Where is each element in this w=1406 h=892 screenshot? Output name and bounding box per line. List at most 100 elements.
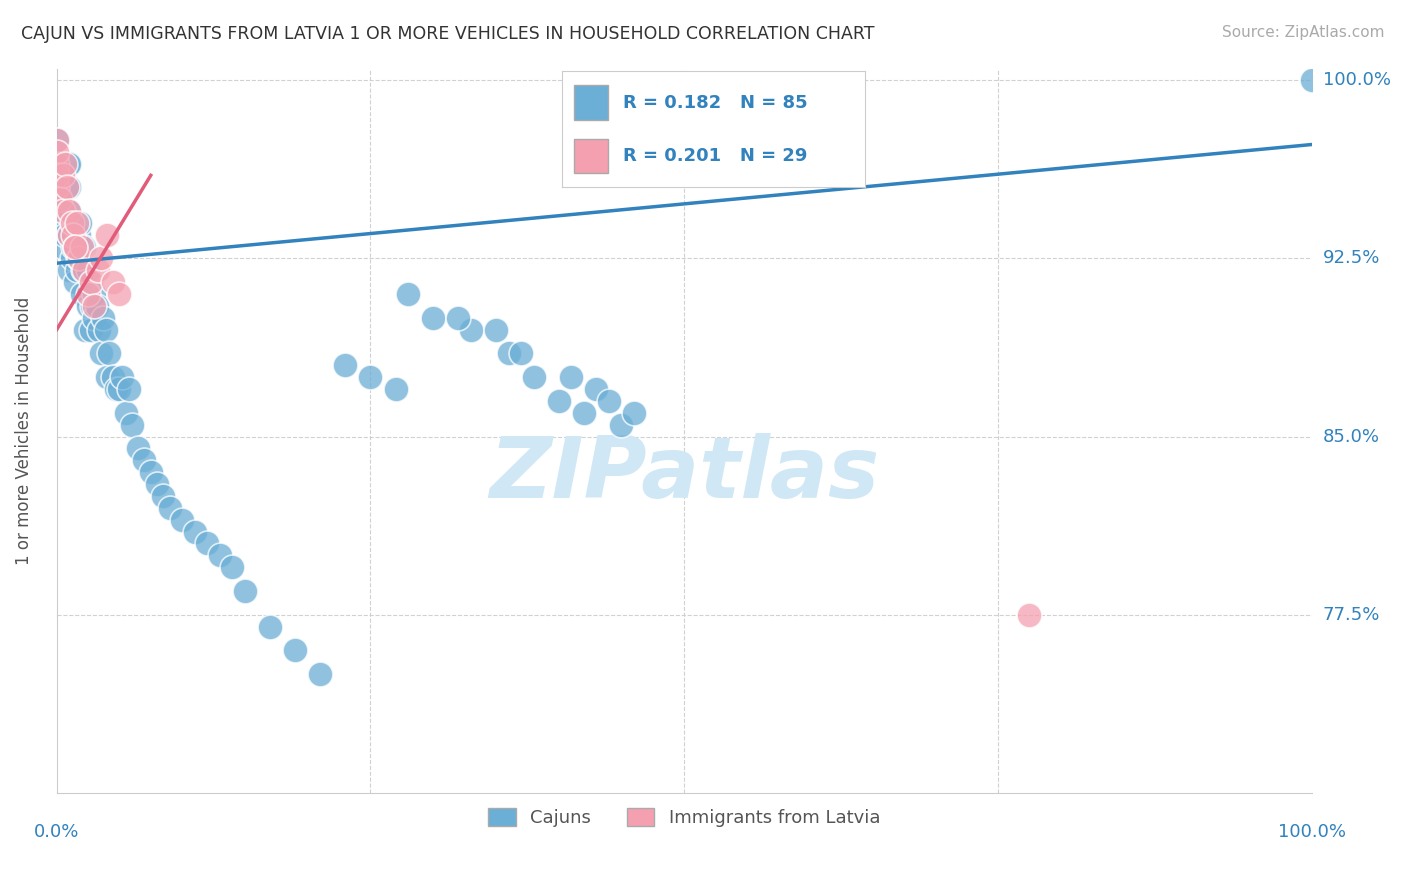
Point bbox=[89, 323, 111, 337]
Point bbox=[1018, 607, 1040, 622]
Legend: Cajuns, Immigrants from Latvia: Cajuns, Immigrants from Latvia bbox=[481, 801, 887, 834]
Text: 100.0%: 100.0% bbox=[1278, 823, 1346, 841]
Point bbox=[598, 394, 620, 409]
Point bbox=[67, 252, 90, 266]
Point bbox=[58, 227, 80, 242]
Point bbox=[485, 323, 508, 337]
Point bbox=[101, 275, 124, 289]
Point bbox=[52, 169, 75, 183]
Point bbox=[75, 323, 97, 337]
Point bbox=[66, 252, 89, 266]
Point bbox=[422, 310, 444, 325]
Point bbox=[55, 180, 77, 194]
Point bbox=[65, 239, 87, 253]
Point bbox=[45, 169, 67, 183]
Point bbox=[127, 442, 149, 456]
Point bbox=[79, 275, 101, 289]
Point bbox=[152, 489, 174, 503]
Point bbox=[96, 370, 118, 384]
Point bbox=[523, 370, 546, 384]
Point bbox=[384, 382, 406, 396]
Point bbox=[610, 417, 633, 432]
Point bbox=[51, 192, 73, 206]
Point bbox=[66, 263, 89, 277]
Point bbox=[108, 382, 131, 396]
Point bbox=[52, 204, 75, 219]
Point bbox=[45, 169, 67, 183]
Point bbox=[58, 204, 80, 219]
Point bbox=[233, 583, 256, 598]
Point bbox=[45, 156, 67, 170]
Point bbox=[83, 310, 105, 325]
Point bbox=[73, 239, 96, 253]
Point bbox=[55, 227, 77, 242]
Text: ZIPatlas: ZIPatlas bbox=[489, 433, 879, 516]
Point bbox=[70, 287, 93, 301]
Text: 0.0%: 0.0% bbox=[34, 823, 79, 841]
Point bbox=[45, 204, 67, 219]
Point bbox=[77, 299, 100, 313]
Point bbox=[195, 536, 218, 550]
Point bbox=[62, 239, 84, 253]
Point bbox=[62, 227, 84, 242]
Point bbox=[66, 216, 89, 230]
Point bbox=[104, 382, 127, 396]
Point bbox=[52, 239, 75, 253]
Point bbox=[359, 370, 381, 384]
Point bbox=[96, 227, 118, 242]
Point bbox=[58, 227, 80, 242]
Point bbox=[65, 239, 87, 253]
Point bbox=[396, 287, 419, 301]
Point bbox=[60, 216, 83, 230]
Text: CAJUN VS IMMIGRANTS FROM LATVIA 1 OR MORE VEHICLES IN HOUSEHOLD CORRELATION CHAR: CAJUN VS IMMIGRANTS FROM LATVIA 1 OR MOR… bbox=[21, 25, 875, 43]
Point bbox=[83, 299, 105, 313]
Point bbox=[77, 263, 100, 277]
Point bbox=[510, 346, 533, 360]
Point bbox=[98, 346, 121, 360]
Point bbox=[183, 524, 205, 539]
Point bbox=[447, 310, 470, 325]
Text: 77.5%: 77.5% bbox=[1323, 606, 1381, 624]
Point bbox=[65, 239, 87, 253]
Point bbox=[94, 323, 117, 337]
Point bbox=[77, 287, 100, 301]
Point bbox=[45, 133, 67, 147]
Point bbox=[58, 263, 80, 277]
Point bbox=[460, 323, 482, 337]
Point bbox=[111, 370, 134, 384]
Point bbox=[79, 323, 101, 337]
Text: Source: ZipAtlas.com: Source: ZipAtlas.com bbox=[1222, 25, 1385, 40]
Point bbox=[70, 239, 93, 253]
Point bbox=[45, 180, 67, 194]
Point bbox=[72, 263, 94, 277]
Point bbox=[498, 346, 520, 360]
Text: R = 0.201   N = 29: R = 0.201 N = 29 bbox=[623, 147, 807, 165]
Text: 92.5%: 92.5% bbox=[1323, 250, 1381, 268]
Text: 85.0%: 85.0% bbox=[1323, 427, 1381, 446]
Point bbox=[55, 180, 77, 194]
Point bbox=[259, 619, 281, 633]
Point bbox=[52, 169, 75, 183]
Y-axis label: 1 or more Vehicles in Household: 1 or more Vehicles in Household bbox=[15, 296, 32, 565]
Point bbox=[121, 417, 143, 432]
Point bbox=[73, 263, 96, 277]
Point bbox=[335, 359, 357, 373]
Point bbox=[45, 180, 67, 194]
Point bbox=[60, 252, 83, 266]
Point bbox=[80, 299, 103, 313]
Point bbox=[108, 287, 131, 301]
Point bbox=[585, 382, 607, 396]
Point bbox=[114, 406, 136, 420]
FancyBboxPatch shape bbox=[575, 86, 607, 120]
Point bbox=[49, 216, 72, 230]
Point bbox=[65, 275, 87, 289]
FancyBboxPatch shape bbox=[575, 138, 607, 173]
Point bbox=[53, 204, 76, 219]
Point bbox=[87, 263, 110, 277]
Point bbox=[208, 549, 231, 563]
Point bbox=[58, 180, 80, 194]
Point bbox=[49, 192, 72, 206]
Point bbox=[309, 667, 332, 681]
Point bbox=[45, 145, 67, 159]
Point bbox=[134, 453, 156, 467]
